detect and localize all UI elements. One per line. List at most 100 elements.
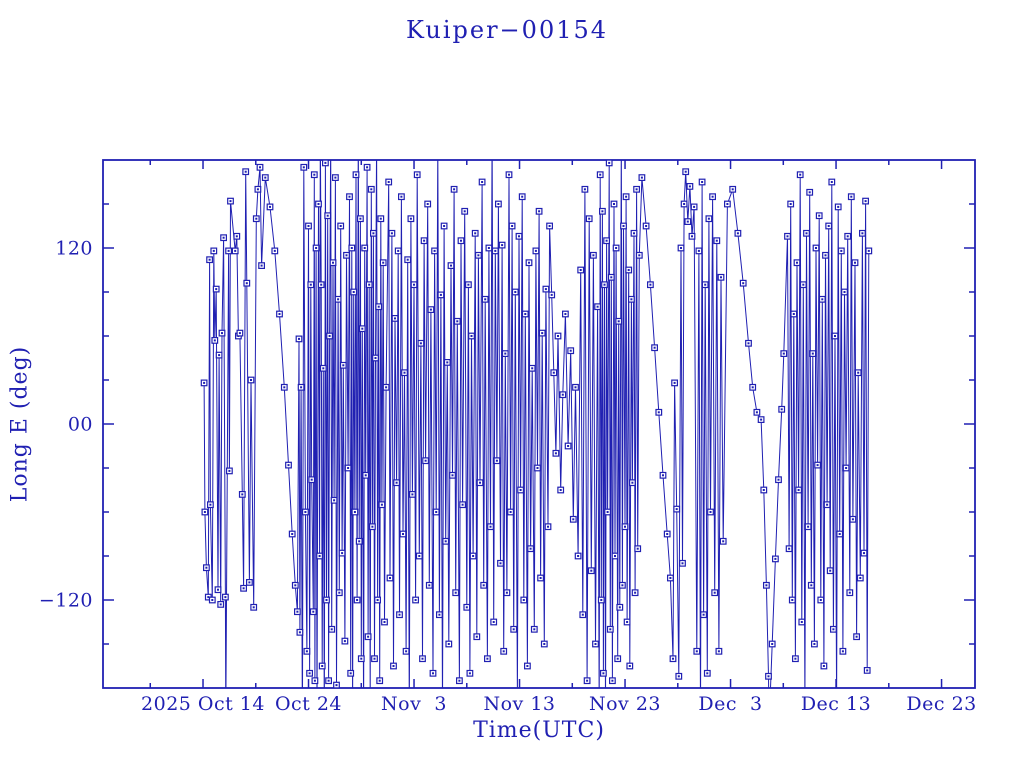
data-marker-dot [304, 511, 307, 513]
data-marker-dot [418, 555, 421, 557]
data-marker-dot [347, 467, 350, 469]
data-marker-dot [453, 188, 456, 191]
data-marker-dot [376, 599, 379, 601]
data-marker-dot [800, 621, 803, 623]
data-marker-dot [385, 386, 388, 389]
data-marker-dot [602, 672, 605, 675]
data-marker-dot [429, 308, 432, 311]
data-marker-dot [518, 235, 520, 238]
data-marker-dot [494, 249, 497, 252]
data-marker-dot [371, 525, 374, 528]
x-tick-label: Nov 3 [381, 693, 447, 715]
data-marker-dot [228, 469, 231, 472]
data-marker-dot [419, 342, 422, 345]
data-marker-dot [380, 503, 383, 506]
data-marker-dot [339, 225, 342, 227]
data-marker-dot [777, 478, 780, 481]
data-marker-dot [209, 503, 212, 506]
data-marker-dot [470, 335, 473, 337]
data-marker-dot [691, 235, 693, 238]
data-marker-dot [693, 205, 696, 208]
data-marker-dot [579, 269, 582, 271]
data-marker-dot [610, 276, 613, 279]
data-marker-dot [701, 181, 704, 183]
data-marker-dot [481, 181, 484, 183]
data-marker-dot [855, 635, 858, 638]
data-marker-dot [702, 613, 705, 616]
data-marker-dot [683, 203, 686, 205]
data-marker-dot [767, 675, 770, 678]
data-marker-dot [851, 518, 854, 521]
data-marker-dot [611, 679, 614, 682]
data-marker-dot [259, 166, 261, 169]
data-marker-dot [409, 217, 412, 220]
data-marker-dot [859, 577, 862, 579]
data-marker-dot [312, 610, 315, 613]
data-marker-dot [657, 411, 660, 414]
data-marker-dot [519, 489, 522, 491]
data-marker-dot [592, 254, 595, 257]
data-marker-dot [638, 254, 641, 257]
data-marker-dot [207, 596, 210, 599]
data-marker-dot [818, 214, 821, 217]
data-marker-dot [529, 547, 532, 550]
data-marker-dot [264, 176, 267, 179]
data-marker-dot [596, 305, 599, 308]
data-marker-dot [688, 185, 691, 188]
data-marker-dot [219, 603, 222, 606]
data-marker-dot [559, 489, 562, 491]
data-marker-dot [603, 283, 606, 286]
data-marker-dot [405, 650, 408, 653]
data-marker-dot [796, 261, 798, 264]
data-marker-dot [255, 217, 258, 220]
data-marker-dot [379, 217, 382, 220]
data-marker-dot [296, 610, 299, 613]
data-marker-dot [330, 628, 333, 631]
data-marker-dot [368, 283, 371, 286]
data-marker-dot [755, 411, 758, 414]
data-marker-dot [544, 288, 547, 291]
data-marker-dot [484, 298, 487, 301]
data-marker-dot [242, 587, 245, 590]
data-marker-dot [421, 657, 424, 660]
data-marker-dot [774, 557, 777, 560]
data-marker-dot [358, 540, 361, 543]
data-marker-dot [318, 555, 321, 557]
data-marker-dot [628, 665, 631, 667]
data-marker-dot [444, 540, 447, 543]
data-marker-dot [374, 357, 377, 359]
data-marker-dot [780, 408, 783, 411]
data-marker-dot [298, 631, 301, 634]
data-marker-dot [726, 203, 729, 205]
data-marker-dot [337, 298, 340, 301]
data-marker-dot [227, 249, 230, 252]
data-marker-dot [248, 581, 251, 584]
data-marker-dot [561, 393, 564, 396]
data-marker-dot [305, 650, 308, 653]
data-marker-dot [762, 489, 765, 491]
data-marker-dot [269, 205, 271, 208]
data-marker-dot [813, 643, 816, 645]
x-tick-label: Nov 23 [589, 693, 661, 715]
data-marker-dot [310, 478, 313, 481]
data-marker-dot [335, 684, 338, 687]
data-marker-dot [400, 195, 403, 198]
data-marker-dot [328, 335, 331, 337]
data-marker-dot [567, 445, 570, 447]
data-marker-dot [536, 467, 539, 469]
data-marker-dot [252, 606, 255, 609]
data-marker-dot [822, 665, 825, 667]
data-marker-dot [366, 166, 369, 169]
data-marker-dot [791, 599, 794, 601]
data-marker-dot [203, 511, 206, 513]
data-marker-dot [302, 166, 305, 169]
data-marker-dot [666, 533, 669, 535]
data-marker-dot [378, 679, 381, 682]
data-marker-dot [342, 364, 345, 367]
data-marker-dot [250, 379, 252, 381]
data-marker-dot [235, 235, 238, 238]
data-marker-dot [630, 298, 633, 301]
data-marker-dot [633, 232, 635, 235]
data-marker-dot [377, 305, 380, 308]
